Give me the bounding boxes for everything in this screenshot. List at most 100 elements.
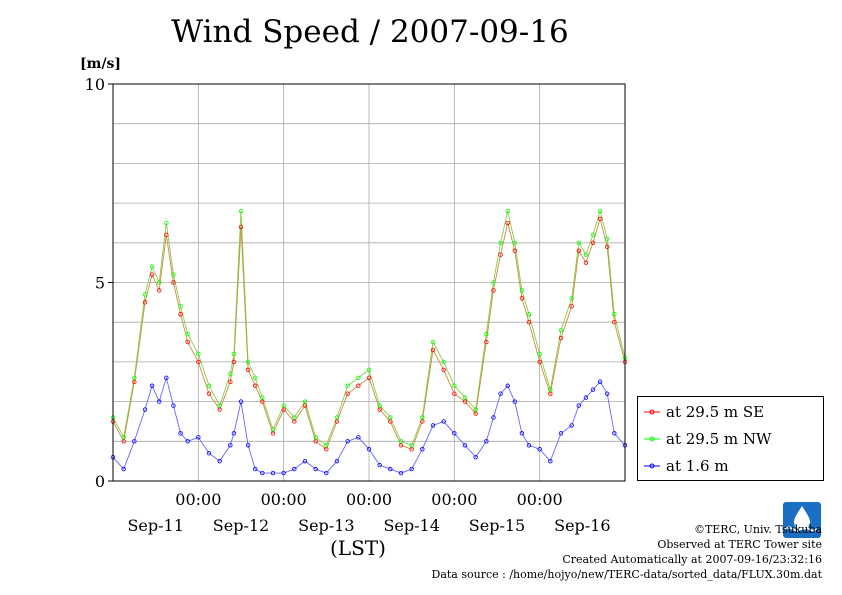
data-point bbox=[121, 435, 126, 440]
data-point bbox=[260, 395, 265, 400]
data-point bbox=[334, 415, 340, 420]
data-point bbox=[196, 351, 201, 357]
data-point bbox=[356, 383, 361, 388]
data-point bbox=[452, 383, 457, 388]
data-point bbox=[324, 470, 329, 476]
data-point bbox=[548, 387, 553, 392]
data-point bbox=[605, 244, 610, 249]
data-point bbox=[245, 443, 251, 448]
data-point bbox=[484, 339, 489, 345]
data-point bbox=[583, 260, 589, 265]
data-point bbox=[612, 320, 617, 325]
data-point bbox=[569, 296, 574, 301]
legend-marker-se bbox=[644, 409, 660, 415]
data-point bbox=[228, 379, 233, 384]
data-point bbox=[270, 427, 276, 432]
data-point bbox=[164, 375, 169, 380]
data-point bbox=[196, 359, 201, 365]
data-point bbox=[409, 443, 414, 448]
data-point bbox=[281, 470, 286, 476]
data-point bbox=[281, 403, 286, 408]
data-point bbox=[388, 466, 393, 472]
data-point bbox=[377, 462, 382, 468]
data-point bbox=[253, 466, 258, 472]
grid-lines bbox=[113, 84, 625, 481]
data-point bbox=[157, 288, 162, 293]
data-point bbox=[260, 470, 265, 476]
data-point bbox=[388, 415, 393, 420]
data-point bbox=[491, 288, 496, 293]
data-point bbox=[473, 407, 478, 412]
data-point bbox=[526, 320, 532, 325]
x-day-tick-label: Sep-14 bbox=[383, 516, 439, 535]
data-point bbox=[185, 331, 190, 337]
data-point bbox=[558, 327, 564, 333]
data-point bbox=[206, 391, 212, 396]
data-point bbox=[171, 280, 176, 285]
series-line-0 bbox=[112, 217, 626, 450]
data-point bbox=[178, 312, 183, 317]
data-point bbox=[420, 415, 425, 420]
data-point bbox=[142, 300, 148, 305]
data-point bbox=[612, 312, 617, 317]
data-point bbox=[185, 339, 190, 345]
data-point bbox=[558, 335, 564, 341]
data-point bbox=[206, 383, 212, 388]
x-time-tick-label: 00:00 bbox=[261, 490, 307, 509]
data-point bbox=[356, 435, 361, 440]
x-time-tick-label: 00:00 bbox=[431, 490, 477, 509]
data-point bbox=[537, 447, 542, 452]
data-point bbox=[526, 312, 532, 317]
y-tick-label: 10 bbox=[85, 75, 105, 94]
data-point bbox=[597, 216, 603, 222]
data-point bbox=[245, 359, 251, 365]
data-point bbox=[569, 423, 574, 428]
data-point bbox=[512, 399, 517, 404]
data-point bbox=[519, 296, 525, 301]
data-point bbox=[548, 458, 553, 464]
data-point bbox=[597, 379, 603, 384]
data-point bbox=[228, 371, 233, 377]
legend-label-se: at 29.5 m SE bbox=[666, 403, 765, 421]
data-point bbox=[398, 439, 404, 444]
data-point bbox=[484, 439, 489, 444]
data-point bbox=[605, 236, 610, 242]
data-point bbox=[377, 403, 382, 408]
data-point bbox=[366, 447, 372, 452]
x-time-tick-label: 00:00 bbox=[346, 490, 392, 509]
legend-label-low: at 1.6 m bbox=[666, 457, 729, 475]
legend-item-nw: at 29.5 m NW bbox=[638, 428, 823, 450]
data-point bbox=[605, 391, 610, 396]
series-lines bbox=[112, 209, 626, 474]
legend-label-nw: at 29.5 m NW bbox=[666, 430, 772, 448]
data-point bbox=[498, 252, 503, 257]
data-point bbox=[270, 470, 276, 476]
y-tick-label: 5 bbox=[95, 274, 105, 293]
data-point bbox=[583, 395, 589, 400]
data-point bbox=[491, 280, 496, 285]
series-line-2 bbox=[112, 376, 626, 474]
data-point bbox=[157, 280, 162, 285]
data-point bbox=[505, 208, 510, 214]
data-point bbox=[345, 439, 350, 444]
x-axis-label: (LST) bbox=[330, 536, 386, 560]
data-point bbox=[576, 248, 581, 253]
x-day-tick-label: Sep-13 bbox=[298, 516, 354, 535]
data-point bbox=[512, 248, 517, 253]
data-point bbox=[164, 220, 169, 226]
data-point bbox=[238, 208, 244, 214]
credits-block: ©TERC, Univ. Tsukuba Observed at TERC To… bbox=[432, 522, 823, 582]
data-point bbox=[505, 383, 510, 388]
data-point bbox=[452, 431, 457, 436]
data-point bbox=[590, 240, 596, 245]
data-point bbox=[178, 304, 183, 309]
data-point bbox=[430, 339, 436, 345]
data-point bbox=[590, 387, 596, 392]
data-point bbox=[171, 403, 176, 408]
data-point bbox=[576, 240, 581, 245]
data-point bbox=[505, 220, 510, 226]
data-point bbox=[519, 288, 525, 293]
y-axis-unit: [m/s] bbox=[80, 56, 122, 72]
data-point bbox=[491, 415, 496, 420]
